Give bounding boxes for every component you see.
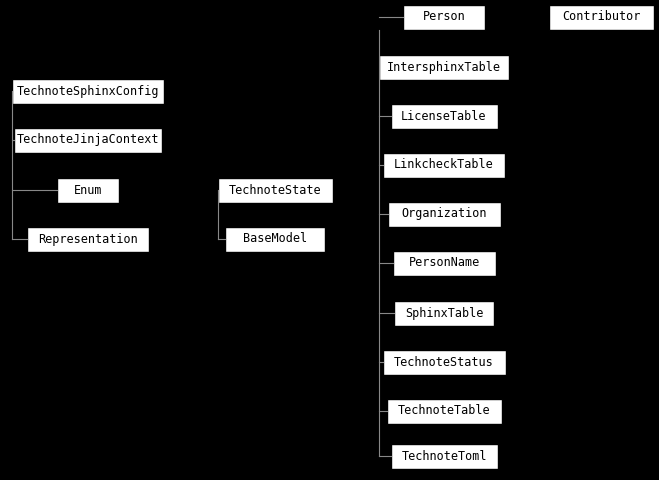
FancyBboxPatch shape	[14, 128, 162, 153]
Text: LinkcheckTable: LinkcheckTable	[394, 158, 494, 171]
FancyBboxPatch shape	[379, 55, 509, 80]
Text: Person: Person	[422, 11, 465, 24]
FancyBboxPatch shape	[225, 227, 325, 252]
Text: TechnoteStatus: TechnoteStatus	[394, 356, 494, 369]
FancyBboxPatch shape	[394, 300, 494, 325]
FancyBboxPatch shape	[393, 251, 496, 276]
Text: LicenseTable: LicenseTable	[401, 109, 487, 122]
Text: Enum: Enum	[74, 183, 102, 196]
FancyBboxPatch shape	[387, 202, 500, 227]
Text: TechnoteSphinxConfig: TechnoteSphinxConfig	[16, 84, 159, 97]
FancyBboxPatch shape	[386, 398, 501, 423]
Text: Representation: Representation	[38, 232, 138, 245]
Text: Contributor: Contributor	[562, 11, 640, 24]
FancyBboxPatch shape	[382, 349, 505, 374]
Text: TechnoteTable: TechnoteTable	[397, 405, 490, 418]
FancyBboxPatch shape	[403, 4, 485, 29]
FancyBboxPatch shape	[27, 227, 149, 252]
Text: TechnoteState: TechnoteState	[229, 183, 322, 196]
FancyBboxPatch shape	[391, 104, 498, 129]
FancyBboxPatch shape	[12, 79, 164, 104]
Text: SphinxTable: SphinxTable	[405, 307, 483, 320]
FancyBboxPatch shape	[391, 444, 498, 468]
FancyBboxPatch shape	[217, 178, 333, 203]
Text: Organization: Organization	[401, 207, 487, 220]
Text: TechnoteJinjaContext: TechnoteJinjaContext	[16, 133, 159, 146]
Text: PersonName: PersonName	[409, 256, 480, 269]
Text: BaseModel: BaseModel	[243, 232, 307, 245]
FancyBboxPatch shape	[548, 4, 654, 29]
Text: IntersphinxTable: IntersphinxTable	[387, 60, 501, 73]
Text: TechnoteToml: TechnoteToml	[401, 449, 487, 463]
FancyBboxPatch shape	[57, 178, 119, 203]
FancyBboxPatch shape	[383, 153, 505, 178]
